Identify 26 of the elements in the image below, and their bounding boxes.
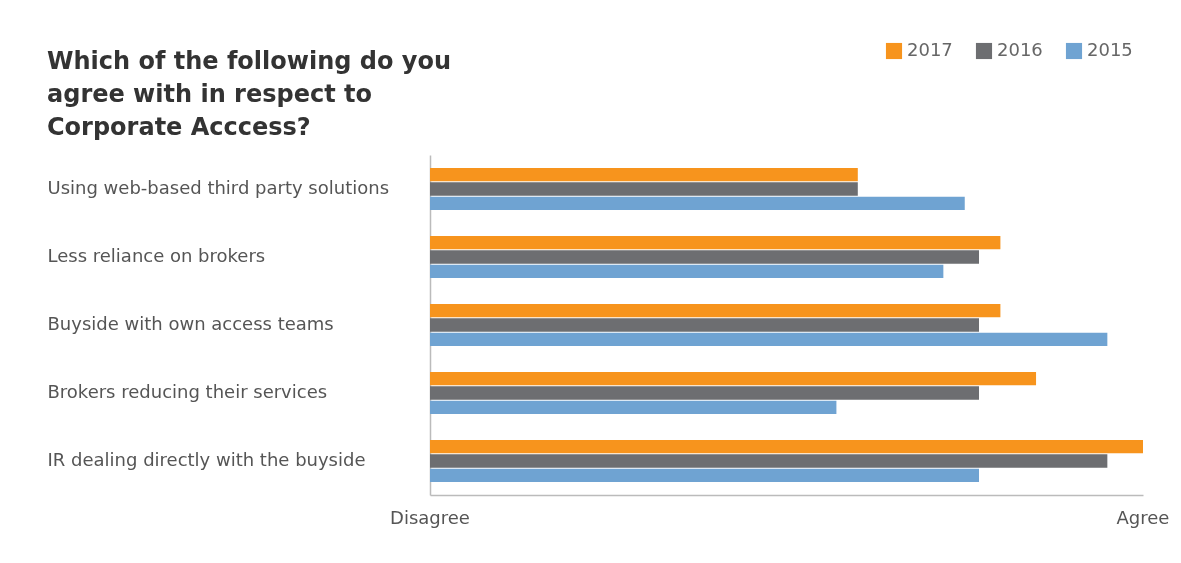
bar <box>430 303 1001 318</box>
text: Disagree <box>390 507 470 528</box>
y-tick-label: Brokers reducing their services <box>47 381 328 402</box>
y-tick-label: Using web-based third party solutions <box>47 177 390 198</box>
bar <box>430 400 837 415</box>
bar <box>430 235 1001 250</box>
bar <box>430 196 965 211</box>
bar <box>430 318 980 332</box>
bar <box>430 371 1037 386</box>
bar <box>430 439 1143 454</box>
bar <box>430 332 1108 347</box>
chart-title: Which of the following do you agree with in respect to Corporate Acccess? <box>47 47 452 141</box>
bar <box>430 250 980 264</box>
bar <box>430 454 1108 468</box>
legend-label: 2017 <box>907 39 953 60</box>
bar <box>430 468 980 483</box>
bar <box>430 167 858 182</box>
bar <box>430 182 858 196</box>
legend-label: 2016 <box>997 39 1043 60</box>
bar <box>430 386 980 400</box>
y-tick-label: Less reliance on brokers <box>47 245 266 266</box>
y-tick-label: Buyside with own access teams <box>47 313 334 334</box>
text: Agree <box>1116 507 1170 528</box>
y-tick-label: IR dealing directly with the buyside <box>47 449 366 470</box>
bar <box>430 264 944 279</box>
legend-label: 2015 <box>1087 39 1133 60</box>
